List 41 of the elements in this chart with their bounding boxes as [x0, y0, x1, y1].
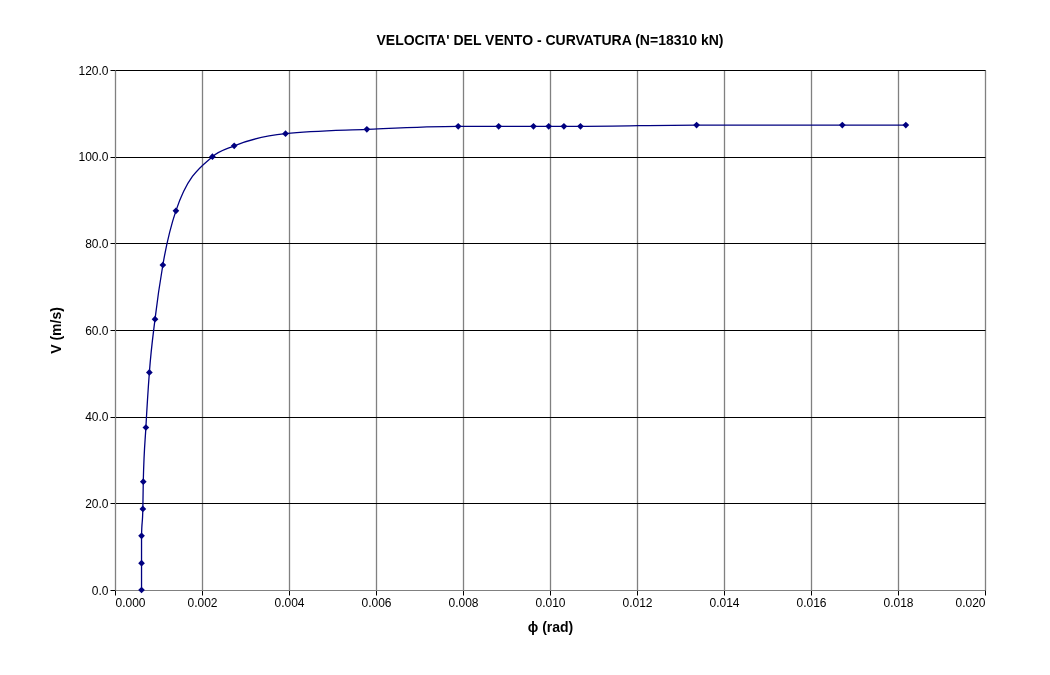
point — [230, 142, 238, 150]
x-tick-label: 0.014 — [709, 595, 740, 610]
x-tick-label: 0.002 — [187, 595, 218, 610]
point — [577, 122, 584, 130]
x-tick-label: 0.008 — [448, 595, 479, 610]
x-tick-label: 0.004 — [274, 595, 305, 610]
x-tick-label: 0.006 — [361, 595, 392, 610]
point — [902, 121, 910, 129]
point — [139, 478, 147, 486]
point — [146, 369, 153, 376]
point — [495, 122, 503, 130]
point — [282, 130, 289, 138]
y-tick-label: 60.0 — [85, 323, 109, 338]
point — [530, 122, 537, 130]
x-tick-label: 0.018 — [883, 595, 914, 610]
point — [151, 315, 159, 323]
point — [138, 532, 145, 540]
x-tick-label: 0.000 — [115, 595, 146, 610]
x-tick-label: 0.016 — [796, 595, 827, 610]
point — [209, 153, 216, 161]
x-tick-label: 0.020 — [955, 595, 986, 610]
point — [838, 121, 846, 129]
point — [172, 207, 180, 215]
point — [138, 559, 145, 567]
chart-title: VELOCITA' DEL VENTO - CURVATURA (N=18310 kN) — [376, 32, 724, 48]
y-tick-label: 120.0 — [78, 63, 109, 78]
y-tick-label: 100.0 — [78, 150, 109, 165]
x-tick-label: 0.010 — [535, 595, 566, 610]
y-tick-label: 0.0 — [91, 583, 109, 598]
x-axis-title: ϕ (rad) — [527, 618, 574, 635]
point — [545, 122, 553, 130]
y-tick-label: 40.0 — [85, 410, 109, 425]
point — [454, 122, 462, 130]
point — [363, 126, 371, 133]
point — [139, 505, 147, 513]
point — [560, 122, 568, 130]
y-tick-label: 80.0 — [85, 236, 109, 251]
y-axis-title: V (m/s) — [48, 307, 65, 354]
point — [159, 261, 167, 269]
x-tick-label: 0.012 — [622, 595, 653, 610]
y-tick-label: 20.0 — [85, 496, 109, 511]
